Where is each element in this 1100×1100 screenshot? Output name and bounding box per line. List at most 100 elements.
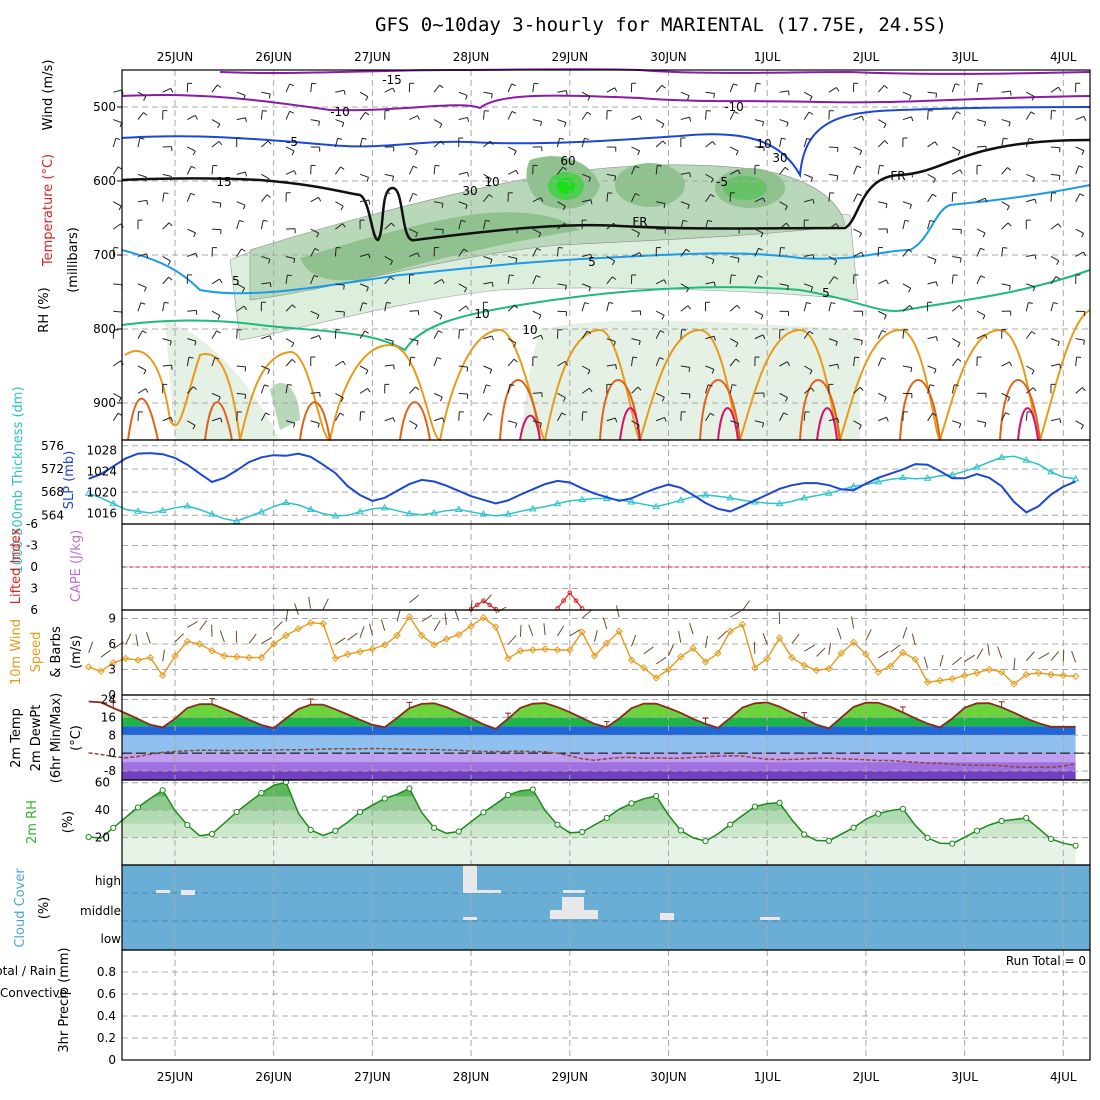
wind-speed-point xyxy=(455,630,463,639)
wind-barb xyxy=(828,256,837,262)
thickness-point xyxy=(578,495,587,503)
wind-barb xyxy=(705,256,715,261)
wind-barb xyxy=(359,112,366,120)
rh-band xyxy=(122,796,1076,811)
axis-label: (6hr Min/Max) xyxy=(49,693,64,783)
wind-barb xyxy=(291,359,296,363)
y-tick-label: 0 xyxy=(30,560,38,574)
wind-barb xyxy=(214,356,220,360)
wind-barb xyxy=(785,222,790,227)
time-label-bottom: 27JUN xyxy=(354,1070,391,1084)
wind-barb xyxy=(780,247,786,249)
wind-barb xyxy=(509,384,515,386)
wind-barb xyxy=(359,253,369,257)
wind-barb xyxy=(489,369,493,374)
wind-barb xyxy=(416,340,419,346)
wind-barb xyxy=(1075,146,1085,152)
wind-barb xyxy=(1031,331,1036,335)
wind-barb xyxy=(285,111,291,120)
wind-barb xyxy=(809,96,813,101)
wind-barb xyxy=(112,329,115,339)
wind-barb xyxy=(808,111,814,115)
axis-label-part: & Barbs xyxy=(49,626,64,678)
wind-barb xyxy=(417,252,420,258)
wind-barb xyxy=(489,140,494,145)
wind-barb xyxy=(483,140,491,148)
wind-barb xyxy=(410,356,416,359)
max-temp-tick xyxy=(702,717,709,724)
wind-barb xyxy=(433,201,444,204)
wind-barb xyxy=(803,387,812,394)
wind-barb xyxy=(318,121,321,126)
wind-barb xyxy=(853,146,862,152)
wind-barb xyxy=(735,358,740,363)
temperature-line xyxy=(88,700,1076,730)
wind-barb xyxy=(705,91,715,94)
wind-speed-line xyxy=(88,615,1076,685)
wind-barb xyxy=(260,384,265,394)
wind-barb xyxy=(983,121,987,127)
temp-band xyxy=(122,726,1076,736)
wind-barb xyxy=(859,386,864,391)
wind-barb xyxy=(465,95,468,100)
cloud-background xyxy=(122,865,1090,950)
wind-speed-point xyxy=(368,645,377,653)
thickness-point xyxy=(504,510,512,517)
wind-barb xyxy=(762,121,765,127)
y-tick-label: 8 xyxy=(108,728,116,742)
wind-speed-point xyxy=(504,654,512,663)
wind-barb xyxy=(454,609,460,621)
rh-contour-area xyxy=(270,382,300,430)
wind-barb xyxy=(515,170,519,175)
wind-barb xyxy=(812,254,815,260)
rh-point xyxy=(356,808,364,816)
wind-barb xyxy=(717,630,727,640)
wind-barb xyxy=(1028,301,1033,304)
wind-barb xyxy=(368,253,371,259)
wind-barb xyxy=(162,416,172,422)
wind-speed-point xyxy=(171,652,179,660)
isotherm-line xyxy=(121,106,1091,179)
y-tick-label: 564 xyxy=(41,508,64,522)
wind-barb xyxy=(588,177,592,182)
wind-barb xyxy=(310,420,320,424)
wind-speed-point xyxy=(960,671,969,680)
wind-barb xyxy=(112,412,119,422)
thickness-point xyxy=(208,510,216,517)
wind-barb xyxy=(856,165,862,169)
rh-contour-label: 10 xyxy=(484,175,499,189)
y-tick-label: 600 xyxy=(93,174,116,188)
wind-barb xyxy=(1002,247,1008,249)
wind-barb xyxy=(680,116,690,121)
wind-speed-point xyxy=(701,658,710,666)
run-total-label: Run Total = 0 xyxy=(1006,954,1086,968)
rh-point xyxy=(1023,814,1030,822)
wind-barb xyxy=(828,363,838,367)
wind-barb xyxy=(412,192,418,196)
wind-barb xyxy=(804,198,814,203)
wind-barb xyxy=(409,420,418,426)
wind-speed-point xyxy=(84,663,93,671)
wind-barb xyxy=(142,330,147,334)
wind-speed-point xyxy=(886,662,895,670)
wind-barb xyxy=(976,83,979,93)
wind-barb xyxy=(483,256,493,260)
wind-barb xyxy=(1001,283,1011,287)
wind-barb xyxy=(707,219,713,222)
axis-label: Lifted Index xyxy=(9,527,24,604)
wind-barb xyxy=(556,138,561,148)
wind-barb xyxy=(359,411,362,421)
wind-barb xyxy=(467,117,470,122)
thickness-point xyxy=(652,502,661,510)
wind-barb xyxy=(754,197,764,203)
thickness-point xyxy=(973,463,981,470)
wind-barb xyxy=(187,228,196,234)
wind-speed-point xyxy=(307,619,315,627)
wind-barb xyxy=(729,384,733,394)
wind-barb xyxy=(557,283,567,286)
wind-barb xyxy=(581,365,591,371)
wind-barb xyxy=(557,90,567,93)
wind-barb xyxy=(810,286,814,292)
wind-barb xyxy=(878,392,887,398)
wind-barb xyxy=(1075,193,1081,202)
